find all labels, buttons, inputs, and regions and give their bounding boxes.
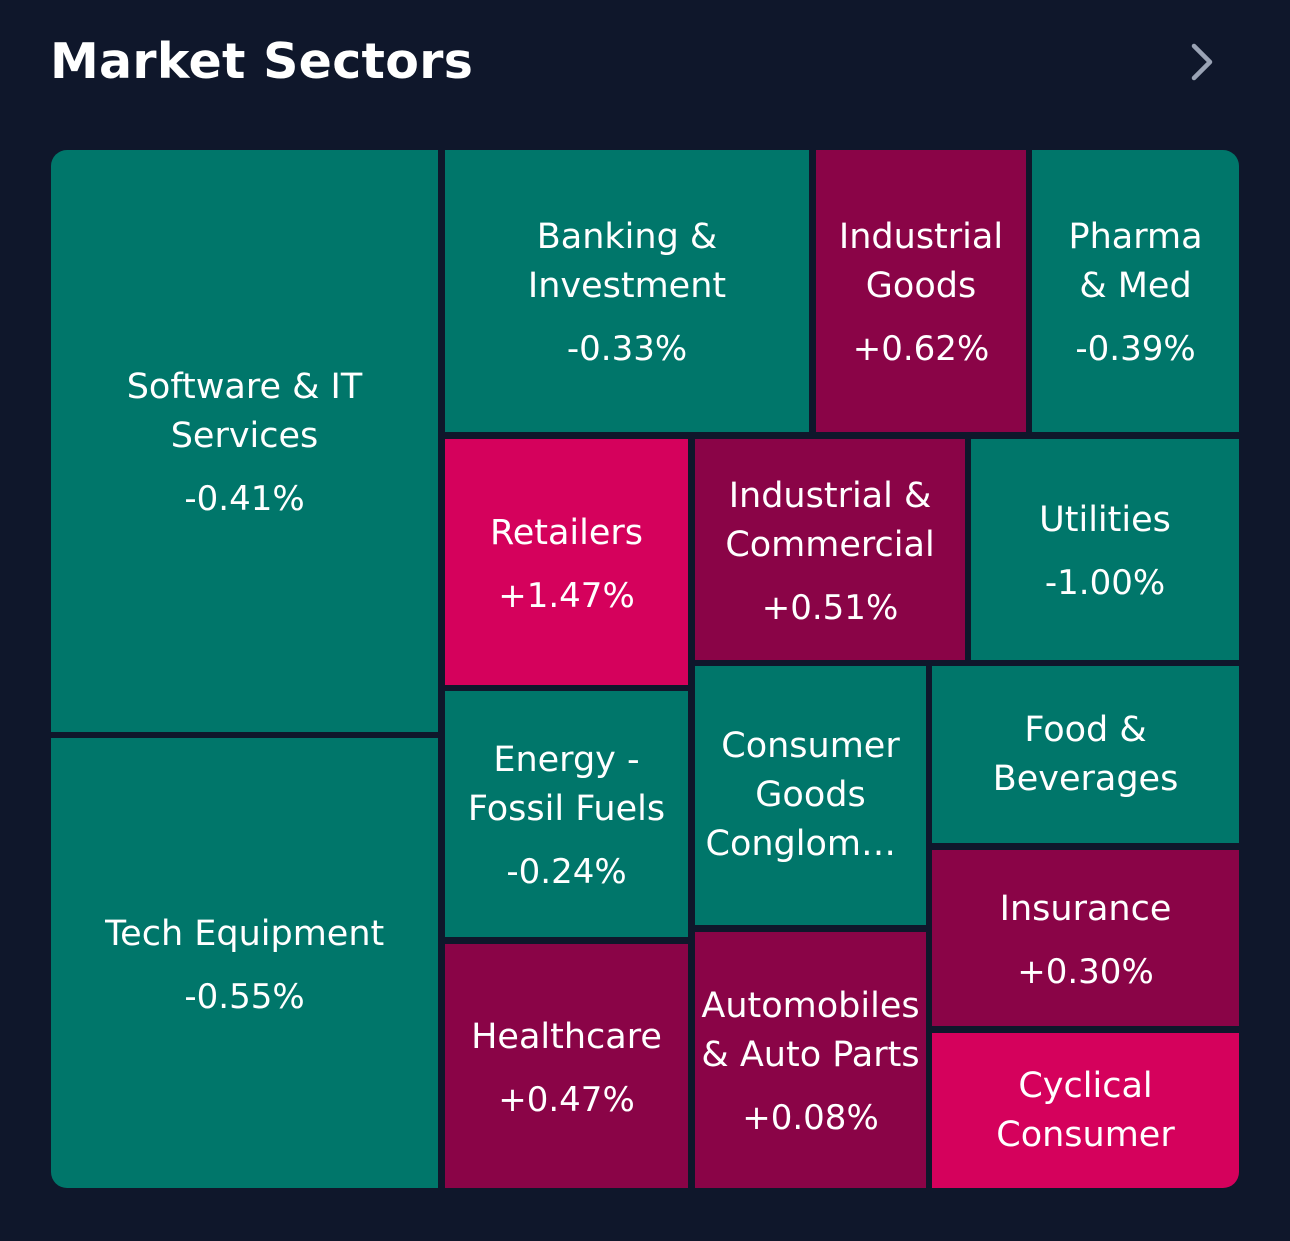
tile-change: -0.24% (506, 852, 627, 892)
tile-software-it-services[interactable]: Software & IT Services -0.41% (51, 150, 438, 732)
tile-change: +1.47% (498, 575, 635, 616)
tile-pharma-med[interactable]: Pharma & Med -0.39% (1032, 150, 1239, 432)
tile-change: +0.62% (852, 329, 990, 369)
tile-name: Pharma & Med (1068, 217, 1203, 306)
tile-tech-equipment[interactable]: Tech Equipment -0.55% (51, 738, 438, 1188)
tile-name: Cyclical Consumer (996, 1065, 1175, 1155)
tile-change: -0.41% (184, 479, 305, 519)
tile-name: Consumer Goods Conglomerates (705, 726, 916, 864)
page-title: Market Sectors (50, 33, 474, 90)
tile-name: Banking & Investment (527, 217, 727, 306)
tile-retailers[interactable]: Retailers +1.47% (445, 439, 688, 685)
tile-name: Software & IT Services (126, 367, 363, 456)
chevron-right-icon[interactable] (1182, 42, 1222, 82)
tile-name: Industrial & Commercial (725, 475, 935, 565)
tile-automobiles-auto-parts[interactable]: Automobiles & Auto Parts +0.08% (695, 932, 926, 1188)
tile-banking-investment[interactable]: Banking & Investment -0.33% (445, 150, 809, 432)
tile-industrial-goods[interactable]: Industrial Goods +0.62% (816, 150, 1026, 432)
tile-name: Industrial Goods (838, 217, 1004, 306)
tile-insurance[interactable]: Insurance +0.30% (932, 850, 1239, 1026)
tile-healthcare[interactable]: Healthcare +0.47% (445, 944, 688, 1188)
tile-change: +0.51% (761, 587, 899, 628)
tile-change: +0.08% (742, 1098, 879, 1138)
tile-cyclical-consumer[interactable]: Cyclical Consumer (932, 1033, 1239, 1188)
tile-energy-fossil-fuels[interactable]: Energy - Fossil Fuels -0.24% (445, 691, 688, 937)
tile-name: Automobiles & Auto Parts (701, 986, 920, 1075)
tile-change: +0.30% (1017, 951, 1154, 992)
tile-change: +0.47% (498, 1079, 635, 1120)
tile-change: -0.55% (184, 976, 305, 1017)
tile-change: -0.33% (566, 329, 688, 369)
tile-name: Food & Beverages (992, 709, 1179, 799)
tile-change: -0.39% (1075, 329, 1196, 369)
tile-name: Retailers (489, 512, 644, 553)
tile-food-beverages[interactable]: Food & Beverages (932, 666, 1239, 843)
tile-name: Tech Equipment (104, 913, 385, 954)
tile-utilities[interactable]: Utilities -1.00% (971, 439, 1239, 660)
tile-change: -1.00% (1044, 563, 1166, 603)
tile-name: Energy - Fossil Fuels (467, 740, 666, 829)
tile-consumer-goods-conglomerates[interactable]: Consumer Goods Conglomerates (695, 666, 926, 925)
tile-name: Insurance (999, 888, 1172, 929)
tile-name: Utilities (1039, 500, 1171, 540)
sector-treemap: Software & IT Services -0.41% Tech Equip… (51, 150, 1239, 1188)
tile-industrial-commercial[interactable]: Industrial & Commercial +0.51% (695, 439, 965, 660)
tile-name: Healthcare (471, 1016, 662, 1057)
header: Market Sectors (50, 28, 1240, 98)
